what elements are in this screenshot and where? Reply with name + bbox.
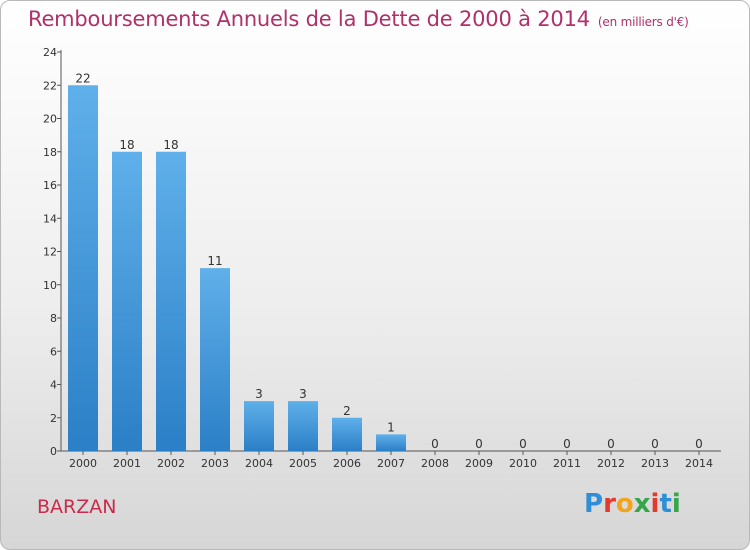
y-tick-label: 8 bbox=[50, 312, 57, 325]
x-tick-label: 2011 bbox=[553, 457, 581, 470]
y-tick-label: 20 bbox=[43, 113, 57, 126]
x-tick-label: 2013 bbox=[641, 457, 669, 470]
x-tick-label: 2014 bbox=[685, 457, 713, 470]
x-tick-label: 2001 bbox=[113, 457, 141, 470]
y-tick-label: 16 bbox=[43, 179, 57, 192]
x-tick-label: 2007 bbox=[377, 457, 405, 470]
data-label-2013: 0 bbox=[651, 437, 659, 451]
y-tick-label: 22 bbox=[43, 79, 57, 92]
chart-title: Remboursements Annuels de la Dette de 20… bbox=[28, 7, 689, 31]
data-label-2009: 0 bbox=[475, 437, 483, 451]
data-label-2012: 0 bbox=[607, 437, 615, 451]
data-label-2006: 2 bbox=[343, 404, 351, 418]
logo-letter: t bbox=[659, 489, 672, 519]
bar-2003 bbox=[200, 268, 230, 451]
logo-letter: i bbox=[650, 489, 660, 519]
bar-2006 bbox=[332, 417, 362, 451]
data-label-2000: 22 bbox=[75, 71, 90, 85]
bar-2000 bbox=[68, 85, 98, 451]
place-name: BARZAN bbox=[37, 496, 117, 518]
y-tick-label: 4 bbox=[50, 379, 57, 392]
x-tick-label: 2000 bbox=[69, 457, 97, 470]
logo-letter: P bbox=[584, 489, 604, 519]
logo-letter: i bbox=[671, 489, 681, 519]
y-tick-label: 0 bbox=[50, 445, 57, 458]
logo-letter: x bbox=[633, 489, 651, 519]
data-label-2008: 0 bbox=[431, 437, 439, 451]
data-label-2010: 0 bbox=[519, 437, 527, 451]
y-tick-label: 18 bbox=[43, 146, 57, 159]
logo-letter: o bbox=[615, 489, 634, 519]
x-tick-label: 2009 bbox=[465, 457, 493, 470]
chart-bars bbox=[68, 85, 406, 451]
data-label-2002: 18 bbox=[163, 138, 178, 152]
data-label-2004: 3 bbox=[255, 387, 263, 401]
data-label-2011: 0 bbox=[563, 437, 571, 451]
bar-2005 bbox=[288, 401, 318, 451]
chart-title-text: Remboursements Annuels de la Dette de 20… bbox=[28, 7, 590, 31]
bar-2002 bbox=[156, 151, 186, 451]
x-tick-label: 2004 bbox=[245, 457, 273, 470]
x-tick-label: 2012 bbox=[597, 457, 625, 470]
data-label-2001: 18 bbox=[119, 138, 134, 152]
x-tick-label: 2003 bbox=[201, 457, 229, 470]
x-tick-label: 2002 bbox=[157, 457, 185, 470]
y-tick-label: 10 bbox=[43, 279, 57, 292]
data-label-2007: 1 bbox=[387, 420, 395, 434]
y-tick-label: 2 bbox=[50, 412, 57, 425]
data-label-2005: 3 bbox=[299, 387, 307, 401]
y-tick-label: 24 bbox=[43, 46, 57, 59]
x-tick-label: 2010 bbox=[509, 457, 537, 470]
data-label-2003: 11 bbox=[207, 254, 222, 268]
y-tick-label: 14 bbox=[43, 212, 57, 225]
bar-2007 bbox=[376, 434, 406, 451]
chart-unit-label: (en milliers d'€) bbox=[597, 15, 689, 29]
x-tick-label: 2005 bbox=[289, 457, 317, 470]
x-tick-label: 2006 bbox=[333, 457, 361, 470]
proxiti-logo: Proxiti bbox=[584, 489, 681, 519]
x-tick-label: 2008 bbox=[421, 457, 449, 470]
logo-letter: r bbox=[603, 489, 616, 519]
data-label-2014: 0 bbox=[695, 437, 703, 451]
y-tick-label: 12 bbox=[43, 246, 57, 259]
y-tick-label: 6 bbox=[50, 345, 57, 358]
bar-2004 bbox=[244, 401, 274, 451]
chart-data-labels: 22 18 18 11 3 3 2 1 0 0 0 0 0 0 0 bbox=[75, 71, 702, 451]
bar-2001 bbox=[112, 151, 142, 451]
